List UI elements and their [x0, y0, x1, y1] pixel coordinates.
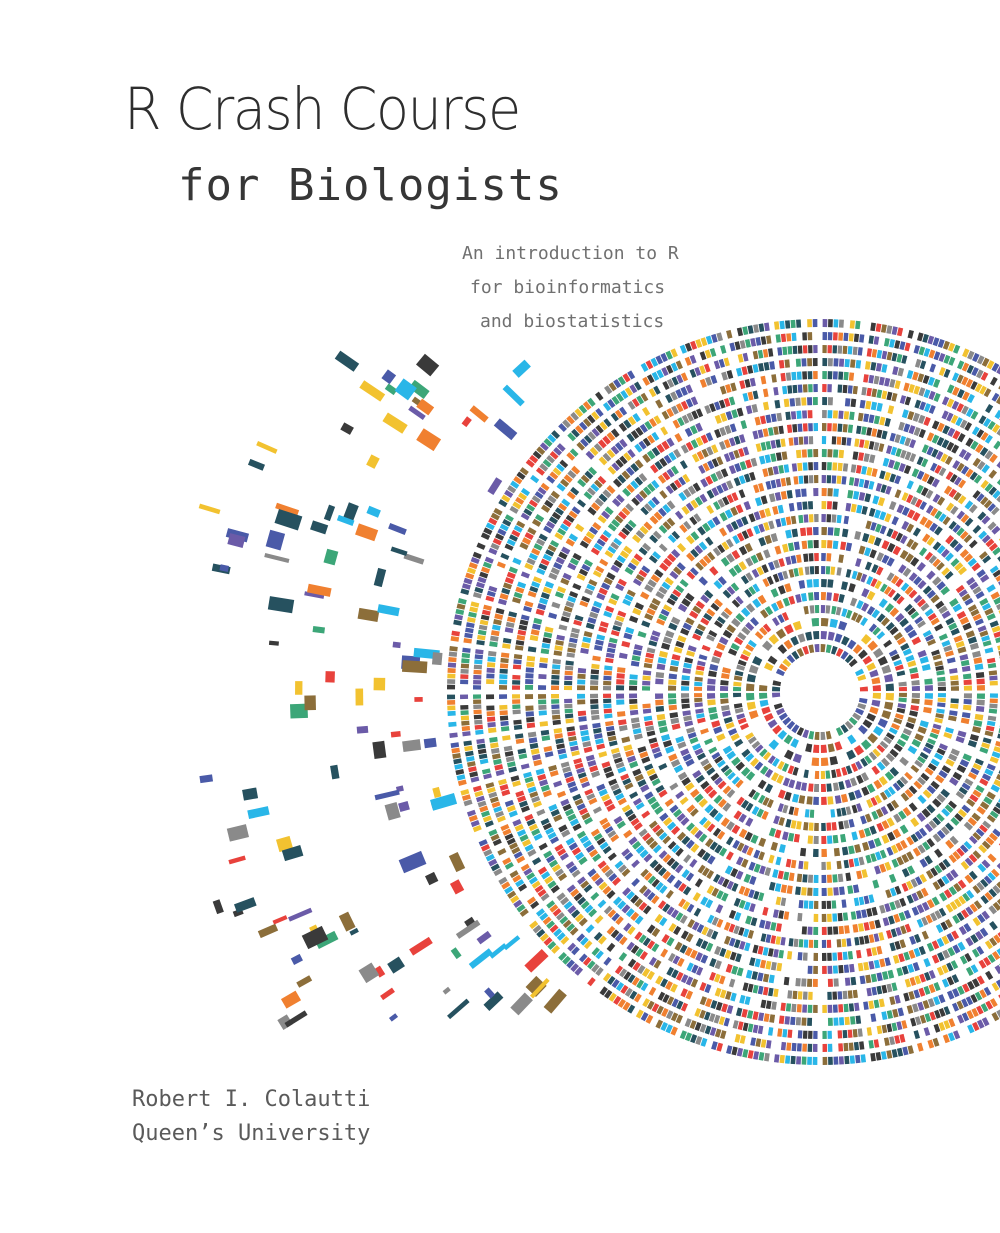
subtitle-line-1: An introduction to R	[462, 243, 679, 264]
subtitle-line-2: for bioinformatics	[470, 277, 666, 298]
scattered-fragments	[198, 350, 567, 1031]
title-line-1: R Crash Course	[124, 75, 521, 143]
author-institution: Queen’s University	[132, 1121, 371, 1146]
title-line-2: for Biologists	[178, 160, 563, 211]
ring-segments	[447, 319, 1000, 1065]
author-name: Robert I. Colautti	[132, 1087, 371, 1112]
subtitle-line-3: and biostatistics	[480, 311, 665, 332]
ring-center	[780, 652, 860, 732]
